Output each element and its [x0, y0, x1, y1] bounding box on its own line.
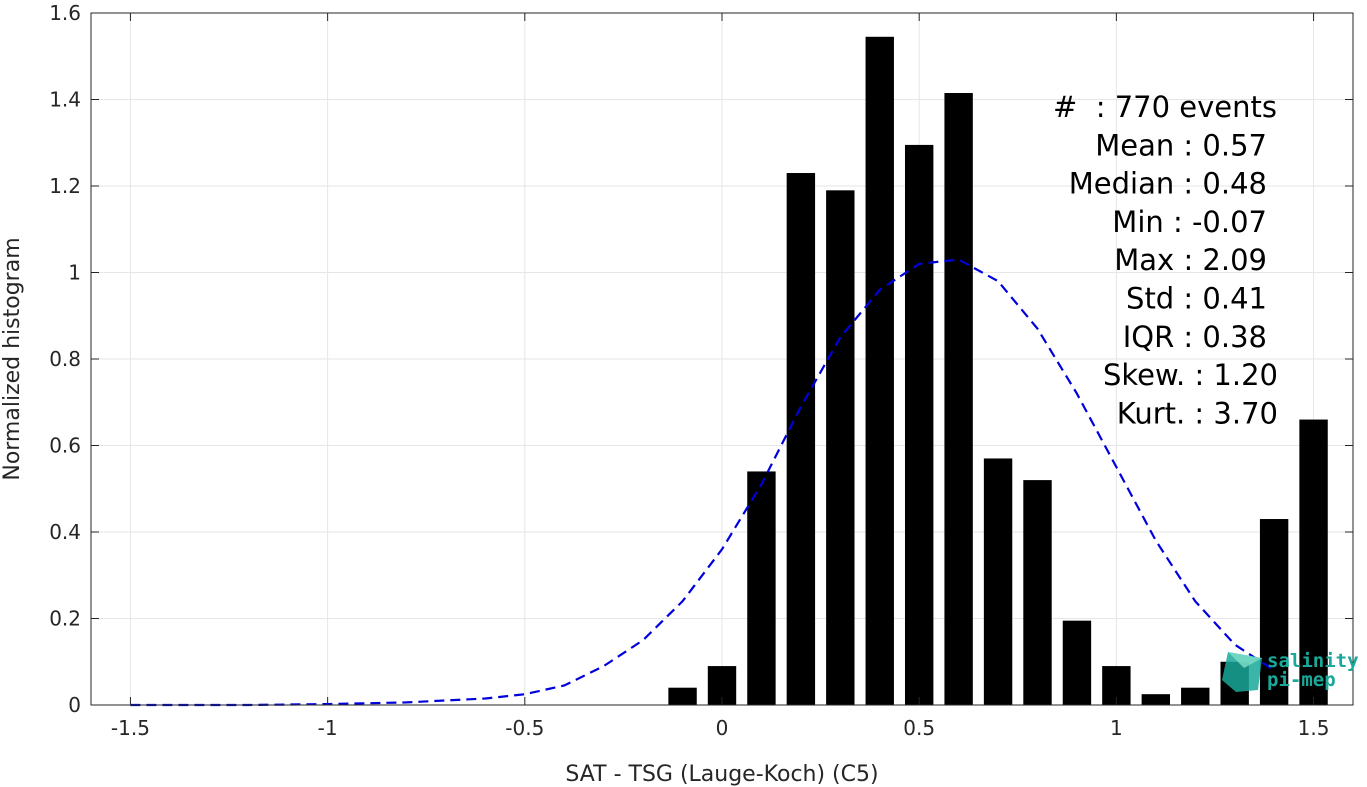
y-tick-label: 0 [68, 693, 81, 717]
histogram-bar [1062, 620, 1092, 705]
histogram-bar [1299, 419, 1328, 705]
logo-cube-shade [1228, 652, 1262, 668]
stats-line: Max : 2.09 [1114, 243, 1267, 277]
x-axis-label: SAT - TSG (Lauge-Koch) (C5) [565, 762, 878, 787]
histogram-bar [1141, 694, 1171, 705]
x-tick-label: 1.5 [1298, 716, 1330, 740]
stats-line: Min : -0.07 [1112, 205, 1267, 239]
y-axis-label: Normalized histogram [0, 237, 25, 480]
axes [90, 12, 1354, 706]
logo-text-pi-mep: pi-mep [1267, 669, 1336, 691]
histogram-bar [1181, 687, 1210, 705]
tick-labels: -1.5 -1 -0.5 0 0.5 1 1.5 0 0.2 0.4 0.6 0.8 1 1.2 1.4 1.… [49, 1, 1329, 740]
salinity-pi-mep-logo: salinity pi-mep [1222, 650, 1359, 692]
y-tick-label: 1.2 [49, 174, 81, 198]
y-tick-label: 0.4 [49, 520, 81, 544]
histogram-bar [904, 144, 934, 706]
fit-curve-group [130, 258, 1275, 707]
grid-lines [91, 12, 1353, 706]
normal-fit-curve [130, 258, 1275, 707]
stats-line: Kurt. : 3.70 [1117, 396, 1278, 430]
histogram-bar [944, 93, 973, 705]
stats-line: IQR : 0.38 [1123, 320, 1267, 354]
histogram-bar [786, 173, 816, 705]
stats-line: # : 770 events [1053, 90, 1277, 124]
histogram-bar [826, 190, 855, 705]
statistics-box: # : 770 events Mean : 0.57 Median : 0.48 Mi… [1053, 90, 1278, 430]
x-tick-label: -1 [318, 716, 338, 740]
histogram-bar [668, 687, 697, 705]
stats-line: Mean : 0.57 [1095, 128, 1267, 162]
histogram-bar [747, 471, 776, 705]
x-tick-label: 0.5 [903, 716, 935, 740]
y-tick-label: 0.8 [49, 347, 81, 371]
stats-line: Skew. : 1.20 [1103, 358, 1278, 392]
y-tick-label: 0.2 [49, 607, 81, 631]
x-tick-label: 1 [1110, 716, 1123, 740]
y-tick-label: 0.6 [49, 434, 81, 458]
stats-line: Median : 0.48 [1069, 167, 1267, 201]
stats-line: Std : 0.41 [1126, 282, 1267, 316]
histogram-bar [865, 36, 894, 706]
x-tick-label: -0.5 [505, 716, 544, 740]
histogram-bar [1023, 480, 1052, 705]
histogram-bar [1259, 519, 1289, 705]
logo-text-salinity: salinity [1267, 650, 1359, 672]
x-tick-label: -1.5 [111, 716, 150, 740]
y-tick-label: 1.6 [49, 1, 81, 25]
y-tick-label: 1 [68, 261, 81, 285]
histogram-bar [983, 458, 1013, 705]
y-tick-label: 1.4 [49, 88, 81, 112]
x-tick-label: 0 [716, 716, 729, 740]
bars [668, 36, 1328, 706]
